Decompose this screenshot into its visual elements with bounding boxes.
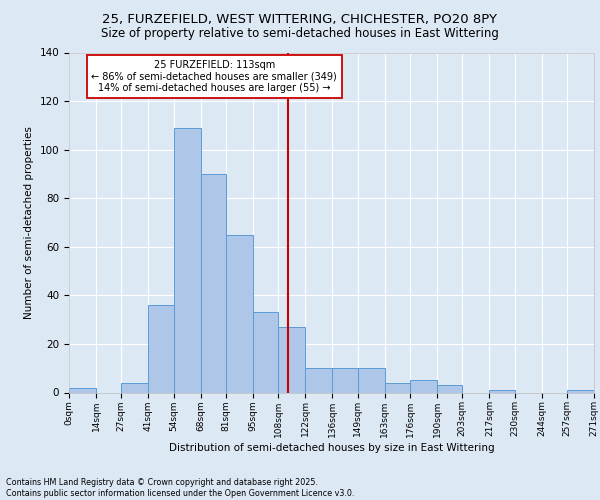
Text: Contains HM Land Registry data © Crown copyright and database right 2025.
Contai: Contains HM Land Registry data © Crown c…: [6, 478, 355, 498]
X-axis label: Distribution of semi-detached houses by size in East Wittering: Distribution of semi-detached houses by …: [169, 444, 494, 454]
Bar: [121, 383, 148, 392]
Y-axis label: Number of semi-detached properties: Number of semi-detached properties: [24, 126, 34, 319]
Bar: [358, 368, 385, 392]
Bar: [69, 388, 96, 392]
Bar: [332, 368, 358, 392]
Bar: [278, 327, 305, 392]
Bar: [173, 128, 201, 392]
Bar: [305, 368, 332, 392]
Bar: [490, 390, 515, 392]
Bar: [148, 305, 173, 392]
Bar: [253, 312, 278, 392]
Text: 25 FURZEFIELD: 113sqm
← 86% of semi-detached houses are smaller (349)
14% of sem: 25 FURZEFIELD: 113sqm ← 86% of semi-deta…: [91, 60, 337, 93]
Bar: [385, 383, 410, 392]
Text: Size of property relative to semi-detached houses in East Wittering: Size of property relative to semi-detach…: [101, 28, 499, 40]
Bar: [567, 390, 594, 392]
Bar: [410, 380, 437, 392]
Bar: [437, 385, 462, 392]
Bar: [226, 234, 253, 392]
Bar: [201, 174, 226, 392]
Text: 25, FURZEFIELD, WEST WITTERING, CHICHESTER, PO20 8PY: 25, FURZEFIELD, WEST WITTERING, CHICHEST…: [103, 12, 497, 26]
